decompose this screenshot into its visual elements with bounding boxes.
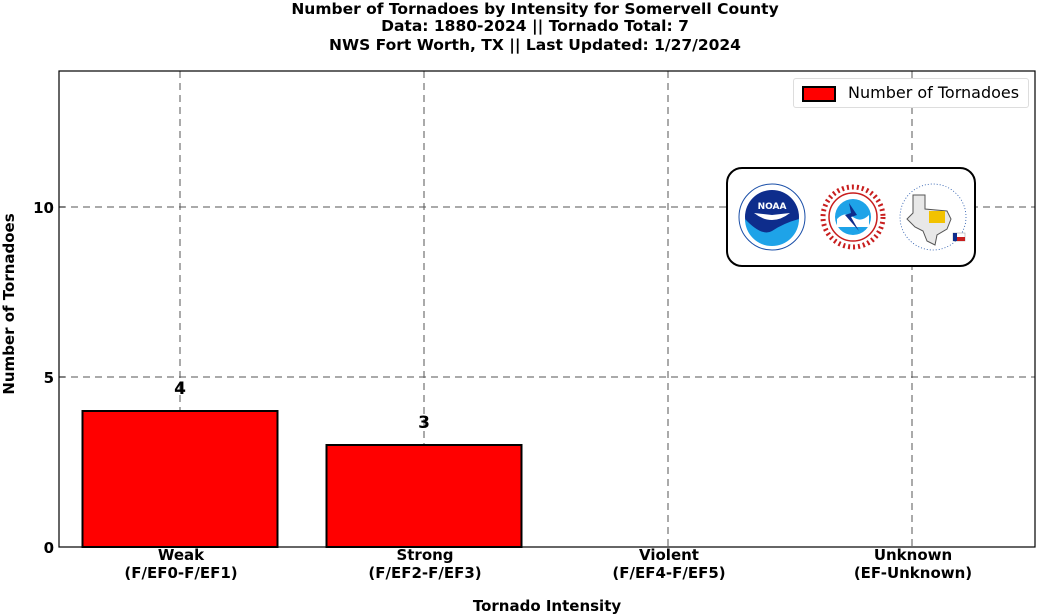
bar-1	[325, 444, 523, 548]
x-tick-label-2-line-1: Violent	[639, 546, 699, 564]
legend-label: Number of Tornadoes	[848, 83, 1020, 102]
x-tick-label-1-line-1: Strong	[396, 546, 453, 564]
chart-title-line-1: Number of Tornadoes by Intensity for Som…	[291, 0, 779, 18]
y-tick-label: 0	[44, 539, 54, 557]
y-axis-label: Number of Tornadoes	[0, 213, 18, 394]
x-axis-label: Tornado Intensity	[473, 597, 622, 615]
bar-0	[81, 410, 279, 548]
nws-fort-worth-logo	[899, 183, 967, 251]
y-tick-label: 5	[44, 369, 54, 387]
x-tick-label-0-line-2: (F/EF0-F/EF1)	[124, 564, 237, 582]
legend: Number of Tornadoes	[793, 78, 1029, 108]
x-tick-label-3-line-2: (EF-Unknown)	[854, 564, 972, 582]
x-tick-label-3-line-1: Unknown	[874, 546, 952, 564]
y-tick-label: 10	[33, 199, 54, 217]
x-tick-label-0-line-1: Weak	[158, 546, 205, 564]
agency-logos-panel: NOAA	[726, 167, 976, 267]
legend-swatch	[802, 86, 836, 102]
noaa-logo: NOAA	[738, 183, 806, 251]
nws-logo	[820, 184, 886, 250]
plot-frame	[58, 70, 1036, 548]
x-tick-label-2-line-2: (F/EF4-F/EF5)	[612, 564, 725, 582]
x-tick-label-1-line-2: (F/EF2-F/EF3)	[368, 564, 481, 582]
data-label-1: 3	[418, 413, 430, 433]
data-label-0: 4	[174, 379, 186, 399]
chart-title-line-2: Data: 1880-2024 || Tornado Total: 7	[381, 17, 689, 35]
chart-title-line-3: NWS Fort Worth, TX || Last Updated: 1/27…	[329, 36, 741, 54]
noaa-logo-text: NOAA	[758, 202, 787, 212]
